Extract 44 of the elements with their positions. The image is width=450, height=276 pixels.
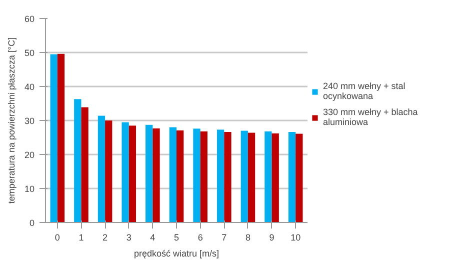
bar <box>288 132 296 222</box>
bar <box>296 134 303 222</box>
bar <box>240 130 248 222</box>
bar <box>248 132 256 222</box>
x-tick-label: 7 <box>222 232 227 242</box>
y-tick-label: 30 <box>24 116 35 126</box>
bar <box>200 131 208 222</box>
x-tick-label: 1 <box>78 232 84 242</box>
legend-label: 240 mm wełny + stal ocynkowana <box>323 81 406 101</box>
x-tick-label: 6 <box>198 232 203 242</box>
x-tick-label: 10 <box>290 232 301 242</box>
x-tick-label: 2 <box>102 232 108 242</box>
bar <box>81 107 88 222</box>
legend-label: 330 mm wełny + blacha aluminiowa <box>323 107 418 127</box>
y-tick-label: 0 <box>29 218 35 228</box>
x-tick-label: 9 <box>269 232 274 242</box>
bar <box>264 131 272 222</box>
bar <box>146 124 153 222</box>
x-tick-label: 3 <box>126 232 132 242</box>
x-axis-title: prędkość wiatru [m/s] <box>134 248 220 258</box>
y-tick-label: 50 <box>24 48 35 58</box>
y-tick-label: 40 <box>24 82 35 92</box>
y-tick-label: 10 <box>24 184 35 194</box>
x-tick-label: 0 <box>54 232 60 242</box>
bar <box>98 116 106 222</box>
bar <box>122 122 129 222</box>
bar <box>57 54 65 222</box>
x-tick-label: 4 <box>150 232 156 242</box>
bar <box>224 132 232 222</box>
bar <box>50 54 58 222</box>
x-tick-label: 5 <box>174 232 180 242</box>
bar <box>272 133 279 222</box>
x-tick-label: 8 <box>245 232 250 242</box>
bar <box>105 120 112 222</box>
bar <box>216 130 224 222</box>
bar <box>176 130 184 222</box>
bar <box>193 128 200 222</box>
y-axis-title: temperatura na powierzchni płaszcza [°C] <box>6 37 16 204</box>
y-tick-label: 20 <box>24 150 35 160</box>
bar <box>169 127 176 222</box>
bar <box>128 126 136 222</box>
bar <box>74 99 82 222</box>
bar <box>152 128 160 222</box>
y-tick-label: 60 <box>24 14 35 24</box>
